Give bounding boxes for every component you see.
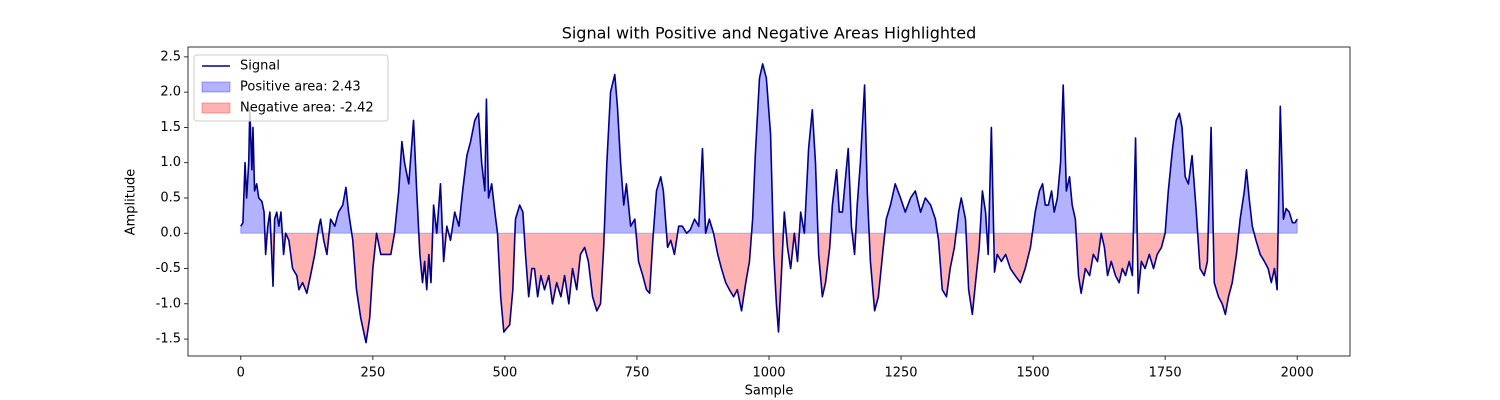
x-tick-label: 1000 (752, 366, 785, 381)
x-tick-label: 250 (360, 366, 385, 381)
legend-patch (201, 102, 231, 114)
legend-label: Signal (240, 59, 280, 74)
plot-frame (187, 46, 1351, 357)
legend: Signal Positive area: 2.43 Negative area: … (193, 54, 389, 122)
legend-box (193, 54, 389, 122)
chart-title: Signal with Positive and Negative Areas … (562, 24, 977, 43)
signal-line (240, 63, 1298, 344)
y-tick-label: 2.5 (160, 49, 181, 64)
y-tick-label: 2.0 (160, 85, 181, 100)
y-tick-label: 1.0 (160, 155, 181, 170)
y-tick-label: 0.5 (160, 190, 181, 205)
legend-patch (201, 81, 231, 93)
x-tick-label: 0 (237, 366, 245, 381)
x-axis-label: Sample (745, 384, 794, 399)
x-tick-label: 750 (625, 366, 650, 381)
y-tick-label: -1.0 (156, 296, 181, 311)
legend-label: Positive area: 2.43 (240, 80, 361, 95)
y-tick-label: 1.5 (160, 120, 181, 135)
legend-label: Negative area: -2.42 (240, 101, 374, 116)
y-tick-label: -1.5 (156, 332, 181, 347)
x-tick-label: 1250 (884, 366, 917, 381)
x-tick-label: 1750 (1149, 366, 1182, 381)
y-tick-label: 0.0 (160, 226, 181, 241)
x-tick-label: 500 (492, 366, 517, 381)
y-tick-label: -0.5 (156, 261, 181, 276)
x-tick-label: 2000 (1281, 366, 1314, 381)
y-axis-label: Amplitude (124, 169, 139, 236)
x-tick-label: 1500 (1017, 366, 1050, 381)
